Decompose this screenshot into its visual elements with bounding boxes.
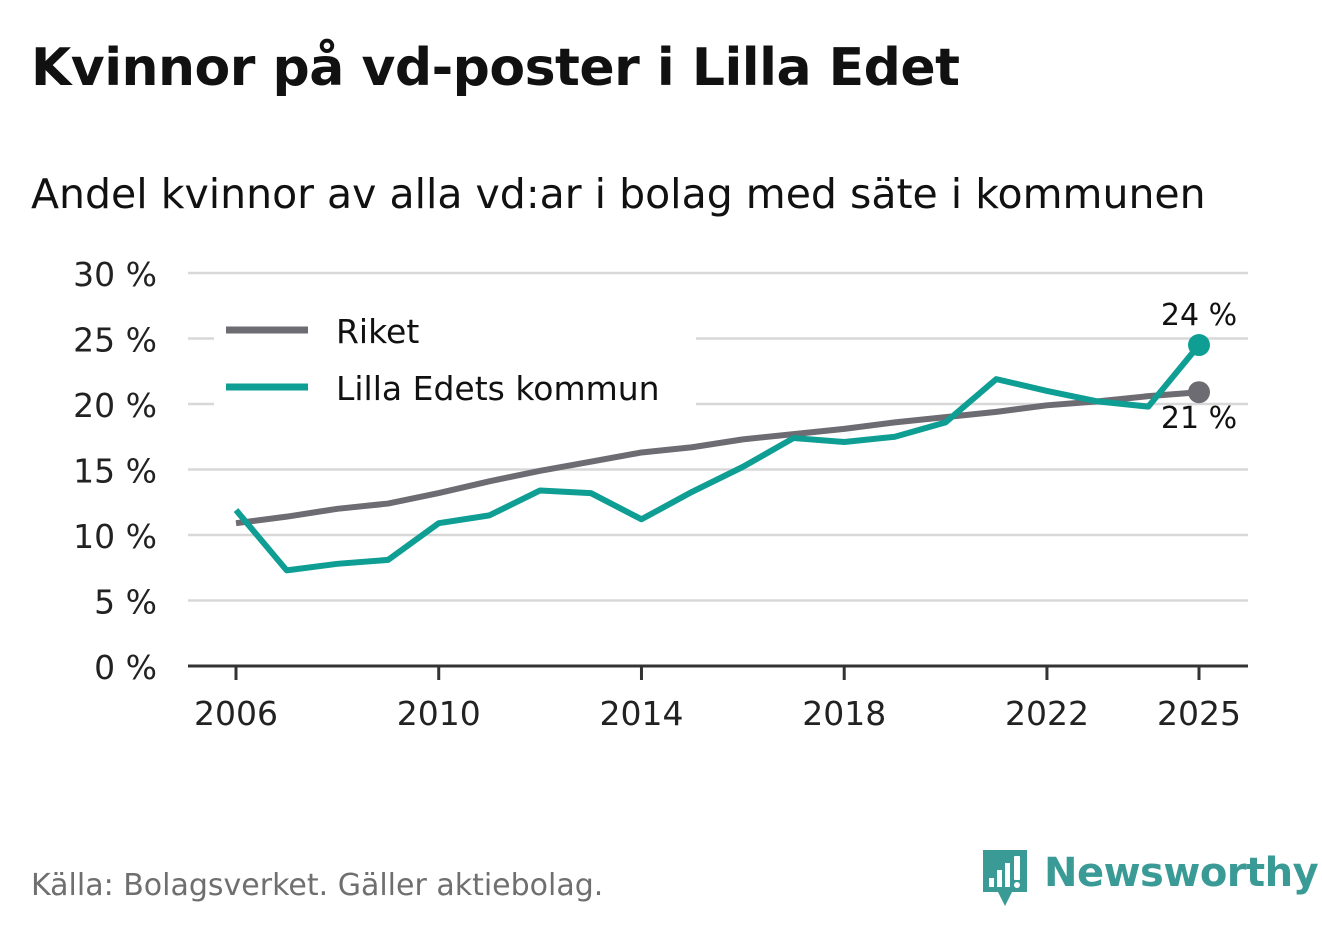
series-line-0 — [235, 389, 1200, 527]
y-tick-label-30: 30 % — [73, 255, 157, 294]
newsworthy-logo-icon — [983, 850, 1027, 906]
page-title: Kvinnor på vd-poster i Lilla Edet — [31, 38, 960, 98]
end-label-0: 21 % — [1161, 401, 1237, 436]
x-tick-label-2025: 2025 — [1157, 694, 1241, 733]
x-tick-label-2014: 2014 — [599, 694, 683, 733]
x-tick-label-2022: 2022 — [1005, 694, 1089, 733]
series-lines — [233, 334, 1210, 574]
x-axis: 2006 2010 2014 2018 2022 2025 — [188, 664, 1248, 733]
y-tick-label-0: 0 % — [94, 648, 157, 687]
end-label-1: 24 % — [1161, 298, 1237, 333]
series-end-point-0 — [1188, 381, 1210, 404]
y-tick-label-10: 10 % — [73, 517, 157, 556]
end-labels: 21 % 24 % — [1161, 298, 1237, 436]
series-line-1 — [233, 343, 1202, 574]
y-tick-label-5: 5 % — [94, 583, 157, 622]
line-chart: 0 %5 %10 %15 %20 %25 %30 % 2006 2010 2014 2… — [73, 255, 1248, 733]
source-note: Källa: Bolagsverket. Gäller aktiebolag. — [31, 868, 604, 903]
brand-logo: Newsworthy — [980, 848, 1319, 910]
legend-label-0: Riket — [336, 312, 419, 351]
y-tick-label-15: 15 % — [73, 452, 157, 491]
x-tick-label-2010: 2010 — [397, 694, 481, 733]
y-tick-label-20: 20 % — [73, 386, 157, 425]
brand-name: Newsworthy — [1044, 850, 1319, 896]
y-axis-ticks: 0 % 5 % 10 % 15 % 20 % 25 % 30 % — [73, 255, 157, 687]
series-end-point-1 — [1188, 334, 1210, 357]
y-tick-label-25: 25 % — [73, 321, 157, 360]
legend: Riket Lilla Edets kommun — [214, 305, 696, 408]
x-tick-label-2006: 2006 — [194, 694, 278, 733]
x-tick-label-2018: 2018 — [802, 694, 886, 733]
page-subtitle: Andel kvinnor av alla vd:ar i bolag med … — [31, 170, 1206, 218]
legend-label-1: Lilla Edets kommun — [336, 369, 660, 408]
